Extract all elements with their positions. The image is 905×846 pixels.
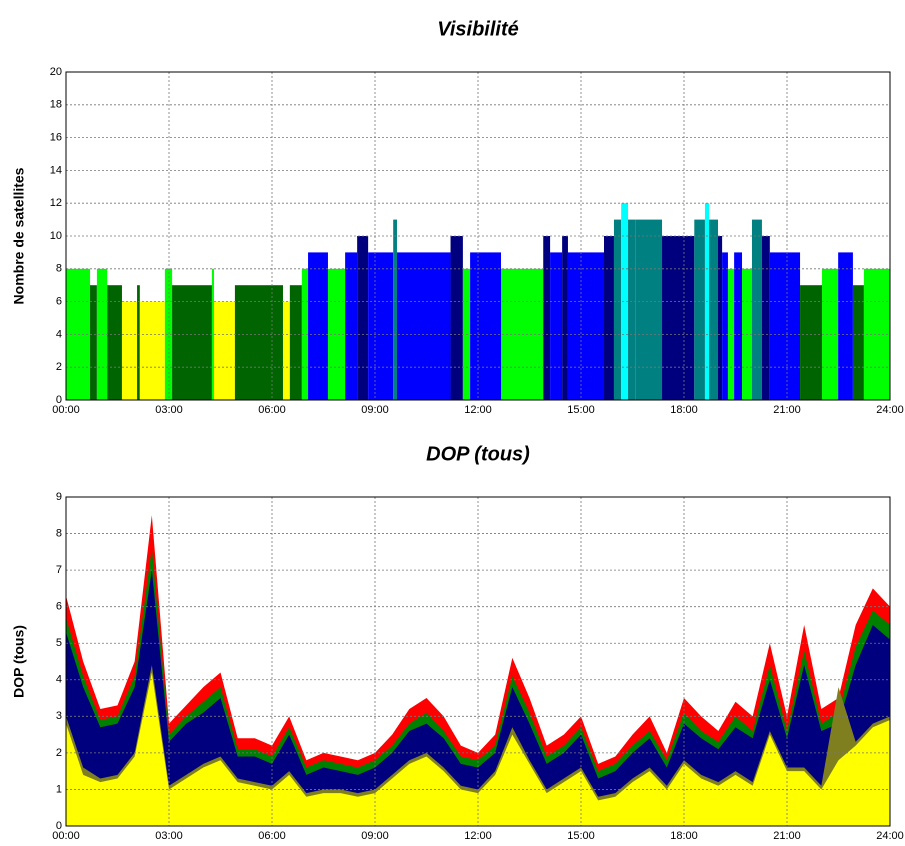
satellite-bar (769, 252, 801, 400)
satellite-bar (800, 285, 823, 400)
y-tick-label: 0 (56, 394, 62, 406)
y-tick-label: 12 (50, 197, 62, 209)
satellite-bar (761, 236, 770, 400)
satellite-bar (470, 252, 502, 400)
x-tick-label: 21:00 (773, 830, 801, 842)
satellite-bar (327, 268, 346, 400)
satellite-bar (368, 252, 394, 400)
y-tick-label: 20 (50, 66, 62, 78)
satellite-bar (450, 236, 463, 400)
satellite-bar (543, 236, 551, 400)
y-tick-label: 8 (56, 263, 62, 275)
satellite-bar (613, 219, 622, 400)
y-tick-label: 4 (56, 328, 62, 340)
satellite-bar (604, 236, 614, 400)
satellite-bar (107, 285, 122, 400)
x-tick-label: 18:00 (670, 404, 698, 416)
y-tick-label: 18 (50, 99, 62, 111)
satellite-bar (172, 285, 212, 400)
satellite-bar (213, 301, 235, 400)
satellite-bar (282, 301, 290, 400)
x-tick-label: 24:00 (876, 404, 904, 416)
x-tick-label: 06:00 (258, 830, 286, 842)
satellite-bar (717, 236, 723, 400)
satellite-bar (722, 252, 728, 400)
plot-frame (65, 496, 891, 827)
x-tick-label: 03:00 (155, 830, 183, 842)
satellite-bar (393, 219, 397, 400)
y-tick-label: 5 (56, 637, 62, 649)
satellite-bar (709, 219, 718, 400)
x-tick-label: 03:00 (155, 404, 183, 416)
satellite-bar (308, 252, 328, 400)
chart-title: Visibilité (437, 18, 519, 40)
x-tick-label: 24:00 (876, 830, 904, 842)
x-tick-label: 06:00 (258, 404, 286, 416)
satellite-bar (90, 285, 97, 400)
y-tick-label: 2 (56, 361, 62, 373)
x-tick-label: 21:00 (773, 404, 801, 416)
satellite-bar (621, 203, 629, 400)
x-tick-label: 15:00 (567, 830, 595, 842)
x-tick-label: 18:00 (670, 830, 698, 842)
satellite-bar (301, 268, 309, 400)
satellite-bar (289, 285, 302, 400)
satellite-bar (234, 285, 283, 400)
x-tick-label: 09:00 (361, 830, 389, 842)
satellite-bar (734, 252, 743, 400)
y-tick-label: 2 (56, 747, 62, 759)
satellite-bar (838, 252, 853, 400)
x-tick-label: 15:00 (567, 404, 595, 416)
x-tick-label: 00:00 (52, 830, 80, 842)
satellite-bar (139, 301, 165, 400)
satellite-bar (662, 236, 695, 400)
y-tick-label: 14 (50, 164, 62, 176)
satellite-bar (211, 268, 214, 400)
satellite-bar (562, 236, 568, 400)
satellite-bar (751, 219, 762, 400)
satellite-bar (550, 252, 563, 400)
satellite-bar (635, 219, 663, 400)
satellite-bar (137, 285, 140, 400)
y-tick-label: 0 (56, 820, 62, 832)
satellite-bar (121, 301, 138, 400)
y-axis-label: Nombre de satellites (11, 167, 27, 304)
y-tick-label: 16 (50, 132, 62, 144)
y-tick-label: 6 (56, 296, 62, 308)
x-tick-label: 12:00 (464, 830, 492, 842)
satellite-bar (164, 268, 173, 400)
y-tick-label: 7 (56, 564, 62, 576)
satellite-bar (357, 236, 369, 400)
chart-title: DOP (tous) (426, 443, 530, 465)
satellite-bar (863, 268, 890, 400)
y-axis-label: DOP (tous) (11, 625, 27, 698)
x-tick-label: 12:00 (464, 404, 492, 416)
y-tick-label: 3 (56, 710, 62, 722)
satellite-bar (852, 285, 864, 400)
satellite-bar (567, 252, 605, 400)
y-tick-label: 1 (56, 783, 62, 795)
satellite-bar (628, 219, 636, 400)
x-tick-label: 00:00 (52, 404, 80, 416)
satellite-bar (694, 219, 705, 400)
x-tick-label: 09:00 (361, 404, 389, 416)
satellite-bar (396, 252, 451, 400)
y-tick-label: 4 (56, 674, 62, 686)
dop-area (66, 672, 890, 826)
plot-frame (65, 71, 891, 401)
y-tick-label: 8 (56, 527, 62, 539)
satellite-bar (345, 252, 358, 400)
y-tick-label: 6 (56, 601, 62, 613)
y-tick-label: 9 (56, 491, 62, 503)
y-tick-label: 10 (50, 230, 62, 242)
